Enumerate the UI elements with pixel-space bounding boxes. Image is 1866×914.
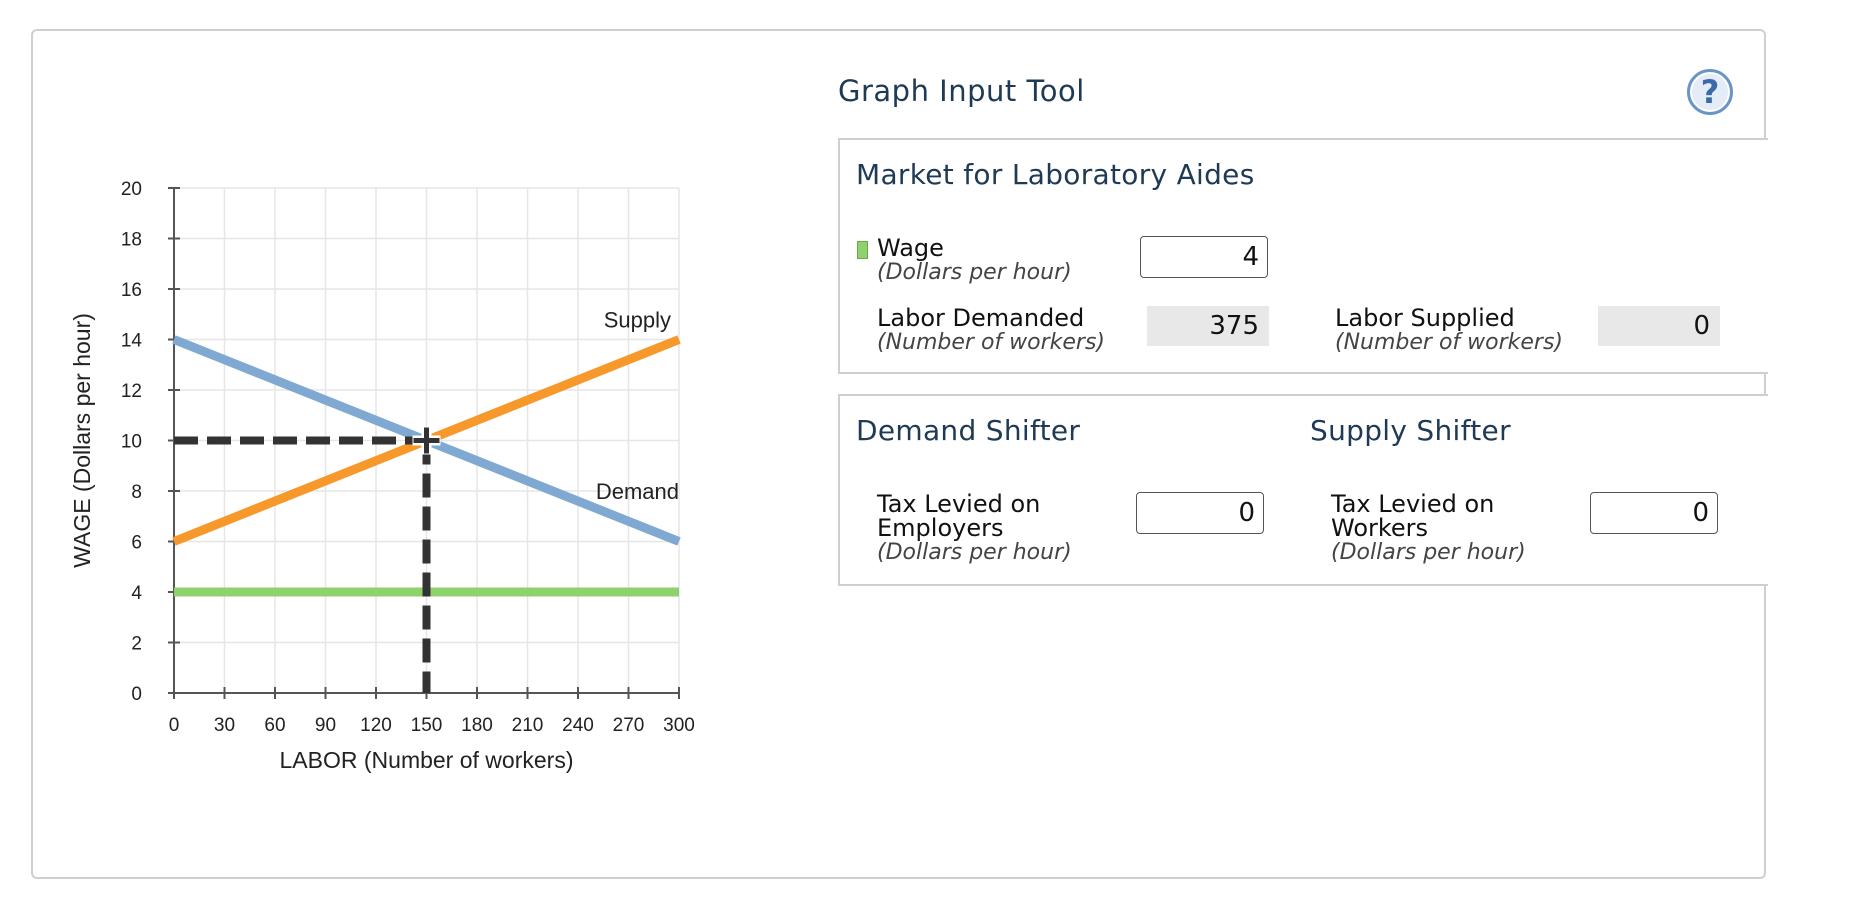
x-tick-label: 270	[613, 715, 645, 736]
supply-shifter-title: Supply Shifter	[1310, 414, 1511, 447]
wage-unit: (Dollars per hour)	[877, 260, 1072, 285]
wage-input[interactable]: 4	[1140, 236, 1268, 278]
help-icon[interactable]: ?	[1687, 69, 1733, 115]
y-tick-label: 2	[131, 634, 142, 655]
x-tick-label: 180	[461, 715, 493, 736]
employer-tax-unit: (Dollars per hour)	[877, 540, 1072, 565]
y-tick-label: 8	[131, 482, 142, 503]
x-tick-label: 150	[411, 715, 443, 736]
demand-shifter-title: Demand Shifter	[856, 414, 1081, 447]
y-tick-label: 16	[121, 280, 142, 301]
equilibrium-marker[interactable]	[412, 426, 441, 455]
worker-tax-label-line2: Workers	[1331, 514, 1429, 542]
y-tick-label: 10	[121, 432, 142, 453]
market-title: Market for Laboratory Aides	[856, 158, 1255, 191]
x-tick-label: 120	[360, 715, 392, 736]
worker-tax-label-line1: Tax Levied on	[1331, 490, 1495, 518]
y-axis-label: WAGE (Dollars per hour)	[69, 313, 95, 568]
wage-legend-swatch	[857, 241, 868, 259]
y-tick-label: 12	[121, 381, 142, 402]
demand-curve-label: Demand	[596, 479, 679, 504]
employer-tax-input[interactable]: 0	[1136, 492, 1264, 534]
labor-supplied-label: Labor Supplied	[1335, 304, 1515, 332]
x-tick-label: 60	[264, 715, 285, 736]
worker-tax-input[interactable]: 0	[1590, 492, 1718, 534]
y-tick-label: 4	[131, 583, 142, 604]
labor-demanded-unit: (Number of workers)	[877, 330, 1106, 355]
x-tick-label: 30	[214, 715, 235, 736]
y-tick-label: 20	[121, 179, 142, 200]
labor-demanded-label: Labor Demanded	[877, 304, 1085, 332]
shifter-section: Demand Shifter Supply Shifter Tax Levied…	[838, 394, 1768, 586]
market-section: Market for Laboratory Aides Wage (Dollar…	[838, 138, 1768, 374]
x-axis-label: LABOR (Number of workers)	[280, 747, 574, 773]
x-tick-label: 90	[315, 715, 336, 736]
labor-demanded-value: 375	[1147, 306, 1269, 346]
x-tick-label: 300	[663, 715, 695, 736]
worker-tax-unit: (Dollars per hour)	[1331, 540, 1526, 565]
labor-supplied-value: 0	[1598, 306, 1720, 346]
panel-title: Graph Input Tool	[838, 74, 1085, 108]
y-tick-label: 14	[121, 331, 143, 352]
wage-label: Wage	[877, 234, 944, 262]
labor-supplied-unit: (Number of workers)	[1335, 330, 1564, 355]
y-tick-label: 0	[131, 684, 142, 705]
supply-curve-label: Supply	[604, 308, 671, 333]
employer-tax-label-line2: Employers	[877, 514, 1004, 542]
y-tick-label: 6	[131, 533, 142, 554]
employer-tax-label-line1: Tax Levied on	[877, 490, 1041, 518]
labor-market-chart[interactable]: 0 30 60 90 120 150 180 210 240 270 300 0 2 4 6 8 10 12 14 1…	[60, 170, 720, 790]
x-tick-label: 210	[512, 715, 544, 736]
x-tick-label: 240	[562, 715, 594, 736]
y-tick-label: 18	[121, 230, 142, 251]
x-tick-label: 0	[169, 715, 180, 736]
